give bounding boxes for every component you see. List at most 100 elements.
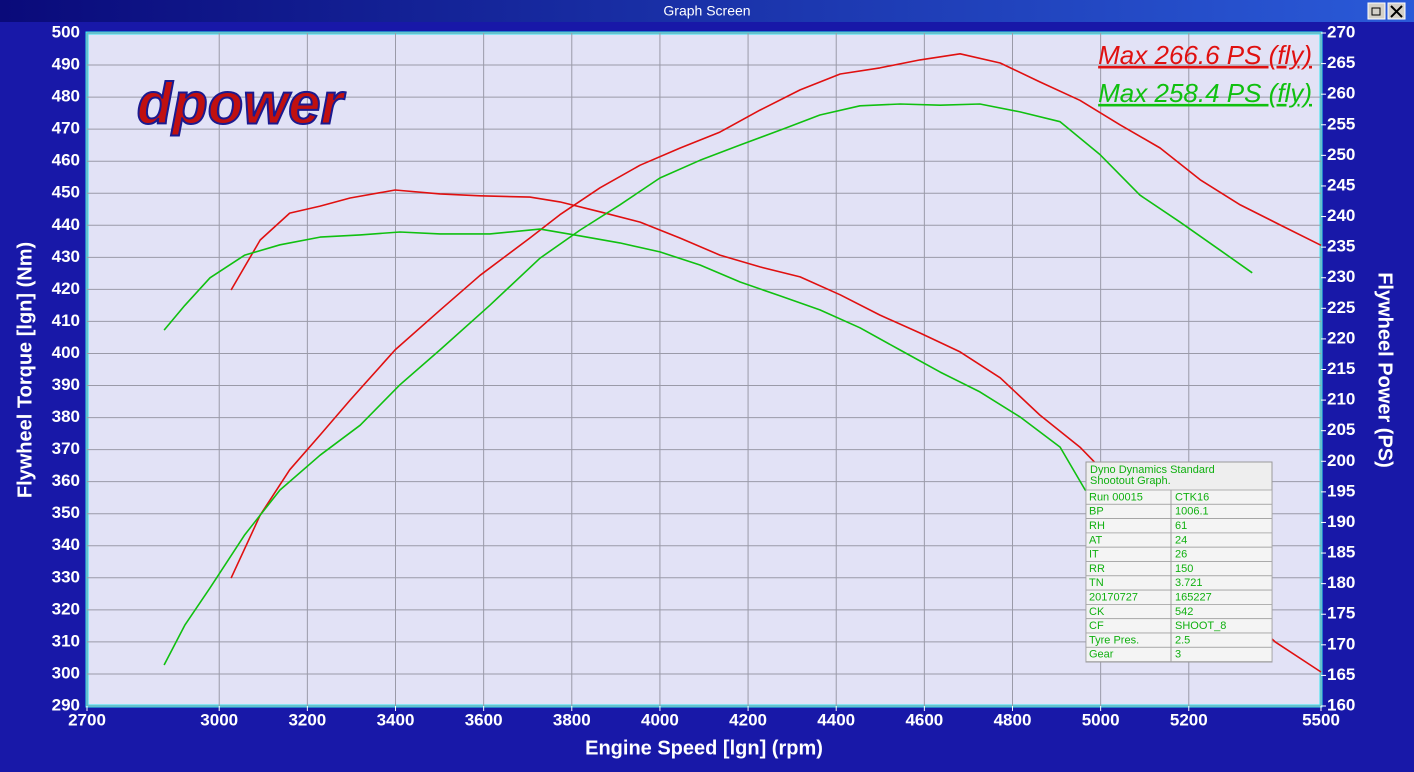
y2-tick-label: 170 — [1327, 634, 1355, 653]
y-tick-label: 290 — [52, 695, 80, 714]
x-tick-label: 5200 — [1170, 710, 1208, 729]
annotation: Max 266.6 PS (fly) — [1098, 40, 1312, 70]
table-title: Dyno Dynamics Standard — [1090, 464, 1215, 476]
close-icon — [1390, 5, 1403, 18]
table-key: TN — [1089, 577, 1104, 589]
table-key: AT — [1089, 534, 1103, 546]
x-tick-label: 3200 — [288, 710, 326, 729]
x-axis-label: Engine Speed [lgn] (rpm) — [585, 737, 823, 759]
y2-tick-label: 230 — [1327, 267, 1355, 286]
table-value: 3 — [1175, 649, 1181, 661]
y2-tick-label: 240 — [1327, 206, 1355, 225]
y2-tick-label: 260 — [1327, 84, 1355, 103]
y-tick-label: 300 — [52, 663, 80, 682]
y2-tick-label: 265 — [1327, 53, 1355, 72]
table-key: Run 00015 — [1089, 491, 1143, 503]
y-tick-label: 330 — [52, 567, 80, 586]
table-value: SHOOT_8 — [1175, 620, 1226, 632]
y-tick-label: 310 — [52, 631, 80, 650]
table-value: 165227 — [1175, 592, 1212, 604]
table-row — [1085, 646, 1273, 662]
y-tick-label: 480 — [52, 87, 80, 106]
y2-tick-label: 165 — [1327, 665, 1355, 684]
y2-tick-label: 250 — [1327, 145, 1355, 164]
y-tick-label: 490 — [52, 55, 80, 74]
y2-tick-label: 195 — [1327, 481, 1355, 500]
y2-tick-label: 205 — [1327, 420, 1355, 439]
x-tick-label: 3400 — [377, 710, 415, 729]
table-key: 20170727 — [1089, 592, 1138, 604]
y-tick-label: 450 — [52, 183, 80, 202]
y-tick-label: 400 — [52, 343, 80, 362]
y2-tick-label: 175 — [1327, 604, 1355, 623]
y2-tick-label: 270 — [1327, 22, 1355, 41]
y2-tick-label: 215 — [1327, 359, 1355, 378]
x-tick-label: 3600 — [465, 710, 503, 729]
y-tick-label: 460 — [52, 151, 80, 170]
restore-button[interactable] — [1367, 2, 1386, 20]
table-value: 2.5 — [1175, 634, 1190, 646]
x-tick-label: 4600 — [905, 710, 943, 729]
y2-axis-label: Flywheel Power (PS) — [1374, 272, 1396, 468]
table-key: Gear — [1089, 649, 1114, 661]
series-line — [163, 228, 1253, 605]
table-key: IT — [1089, 549, 1099, 561]
table-key: Tyre Pres. — [1089, 634, 1139, 646]
info-table: Dyno Dynamics Standard Shootout Graph. R… — [1085, 461, 1273, 663]
y-tick-label: 350 — [52, 503, 80, 522]
window-title: Graph Screen — [663, 3, 750, 19]
y-axis-label: Flywheel Torque [lgn] (Nm) — [14, 242, 36, 498]
y2-tick-label: 245 — [1327, 175, 1355, 194]
table-value: 1006.1 — [1175, 506, 1209, 518]
x-tick-label: 5500 — [1302, 710, 1340, 729]
x-tick-label: 4200 — [729, 710, 767, 729]
y2-tick-label: 220 — [1327, 328, 1355, 347]
annotation: Max 258.4 PS (fly) — [1098, 78, 1312, 108]
x-tick-label: 2700 — [68, 710, 106, 729]
x-tick-label: 3000 — [200, 710, 238, 729]
table-key: CF — [1089, 620, 1104, 632]
table-title: Shootout Graph. — [1090, 475, 1171, 487]
logo: dpower — [137, 71, 347, 136]
y2-tick-label: 190 — [1327, 512, 1355, 531]
y-tick-label: 470 — [52, 119, 80, 138]
table-key: BP — [1089, 506, 1104, 518]
y-tick-label: 320 — [52, 599, 80, 618]
table-value: CTK16 — [1175, 491, 1209, 503]
x-tick-label: 4400 — [817, 710, 855, 729]
y2-tick-label: 235 — [1327, 237, 1355, 256]
x-tick-label: 4800 — [994, 710, 1032, 729]
y-tick-label: 410 — [52, 311, 80, 330]
x-tick-label: 4000 — [641, 710, 679, 729]
y-tick-label: 370 — [52, 439, 80, 458]
y-tick-label: 360 — [52, 471, 80, 490]
series-line — [163, 103, 1253, 666]
y-tick-label: 420 — [52, 279, 80, 298]
table-key: CK — [1089, 606, 1105, 618]
table-value: 24 — [1175, 534, 1187, 546]
y-tick-label: 440 — [52, 215, 80, 234]
y2-tick-label: 180 — [1327, 573, 1355, 592]
x-tick-label: 5000 — [1082, 710, 1120, 729]
series-line — [230, 53, 1322, 579]
y2-tick-label: 160 — [1327, 695, 1355, 714]
title-bar — [0, 0, 1414, 22]
y2-tick-label: 185 — [1327, 543, 1355, 562]
table-key: RR — [1089, 563, 1105, 575]
y-tick-label: 340 — [52, 535, 80, 554]
restore-icon — [1371, 7, 1381, 16]
table-value: 3.721 — [1175, 577, 1203, 589]
y-tick-label: 430 — [52, 247, 80, 266]
table-value: 542 — [1175, 606, 1193, 618]
table-value: 26 — [1175, 549, 1187, 561]
y2-tick-label: 200 — [1327, 451, 1355, 470]
x-tick-label: 3800 — [553, 710, 591, 729]
y-tick-label: 380 — [52, 407, 80, 426]
y-tick-label: 390 — [52, 375, 80, 394]
y2-tick-label: 255 — [1327, 114, 1355, 133]
y-tick-label: 500 — [52, 22, 80, 41]
y2-tick-label: 210 — [1327, 390, 1355, 409]
table-value: 150 — [1175, 563, 1193, 575]
